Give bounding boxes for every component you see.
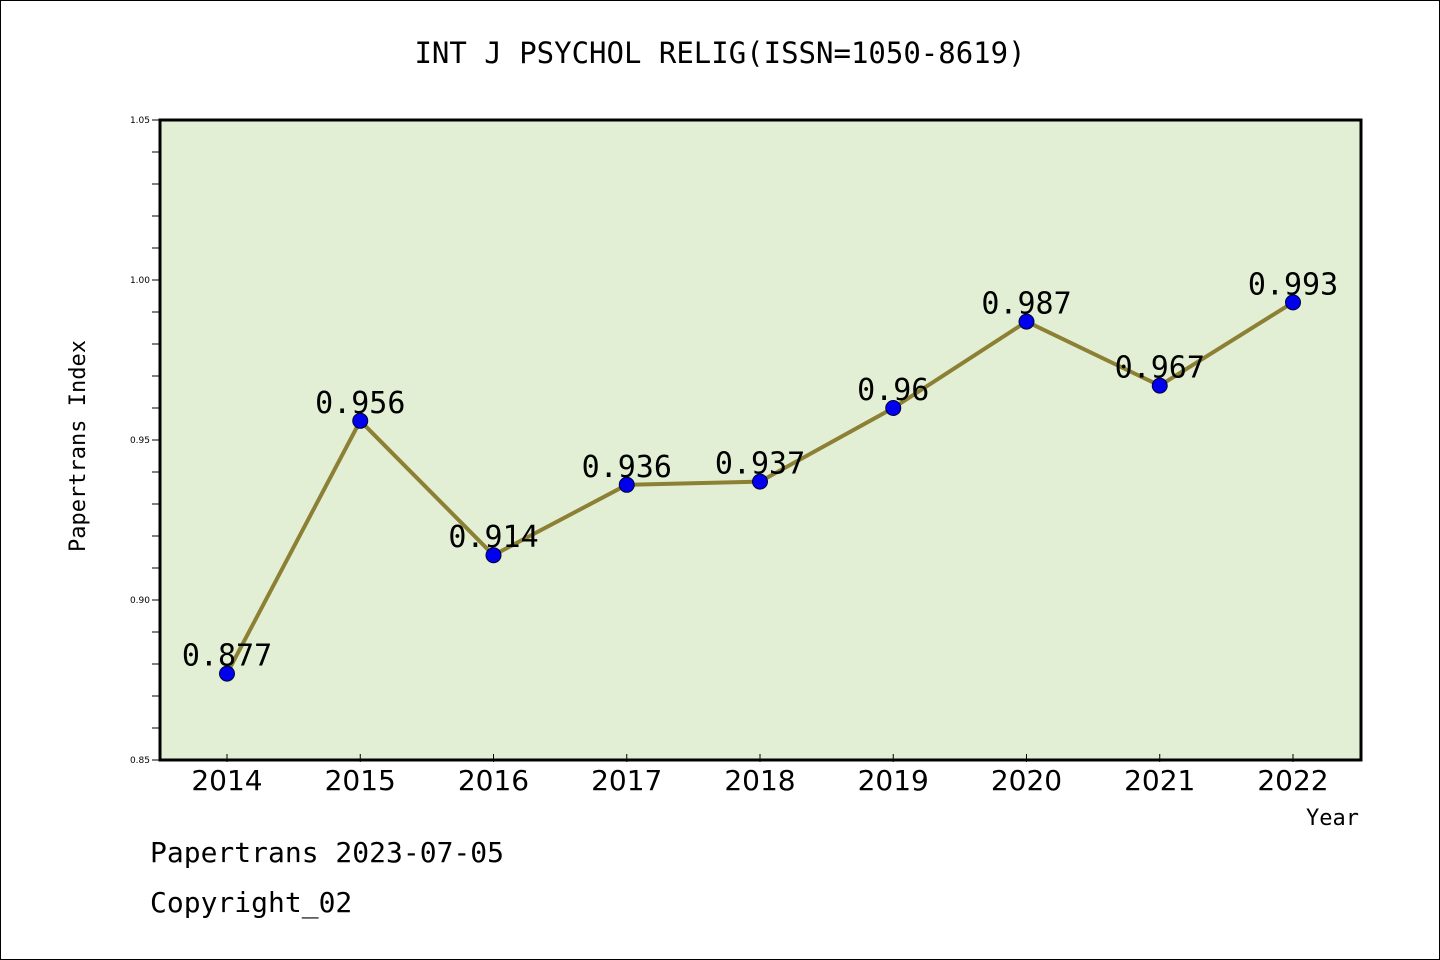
y-tick-label: 0.95 [130,436,150,446]
data-label: 0.877 [182,639,272,674]
data-label: 0.987 [981,287,1071,322]
series-segment [1157,300,1295,388]
x-axis-label: Year [1306,806,1359,831]
x-tick-label: 2017 [591,764,662,797]
data-point [1018,313,1035,330]
data-point [1151,377,1168,394]
series-segment [891,319,1029,410]
data-point [885,400,902,416]
x-tick-label: 2016 [458,764,529,797]
data-label: 0.96 [857,373,929,408]
data-point [752,473,768,490]
data-label: 0.936 [582,450,672,485]
data-points [219,294,1301,682]
data-point [618,476,635,493]
y-axis-ticks: 0.85 0.90 0.95 1.00 1.05 [130,116,160,766]
series-segment [491,482,629,558]
data-point [485,547,502,564]
data-labels: 0.877 0.956 0.914 0.936 0.937 0.96 0.987 0.967 0… [182,267,1338,673]
plot-area [158,118,1363,762]
data-point [1285,294,1301,311]
footer-copyright: Copyright_02 [150,886,353,919]
series-segment [1024,319,1162,388]
data-label: 0.993 [1248,267,1338,302]
y-tick-label: 0.85 [130,756,150,766]
y-tick-label: 1.05 [130,116,150,126]
series-segment [624,479,762,487]
x-axis-ticks: 2014 2015 2016 2017 2018 2019 2020 2021 2022 [191,754,1329,797]
x-tick-label: 2014 [191,764,262,797]
footer-date: Papertrans 2023-07-05 [150,836,505,869]
series-segment [225,418,363,676]
x-tick-label: 2021 [1124,764,1195,797]
chart-title: INT J PSYCHOL RELIG(ISSN=1050-8619) [414,36,1026,70]
data-label: 0.967 [1115,351,1205,386]
series-segment [758,406,896,484]
y-tick-label: 1.00 [130,276,150,286]
series-line-group [225,300,1295,676]
data-label: 0.937 [715,447,805,482]
x-tick-label: 2015 [325,764,396,797]
x-tick-label: 2020 [991,764,1062,797]
data-point [352,412,369,429]
x-tick-label: 2019 [858,764,929,797]
data-label: 0.914 [448,520,538,555]
y-tick-label: 0.90 [130,596,150,606]
data-label: 0.956 [315,386,405,421]
data-point [219,665,235,682]
x-tick-label: 2018 [724,764,795,797]
x-tick-label: 2022 [1257,764,1328,797]
y-axis-label: Papertrans Index [66,340,91,552]
series-segment [358,418,496,558]
